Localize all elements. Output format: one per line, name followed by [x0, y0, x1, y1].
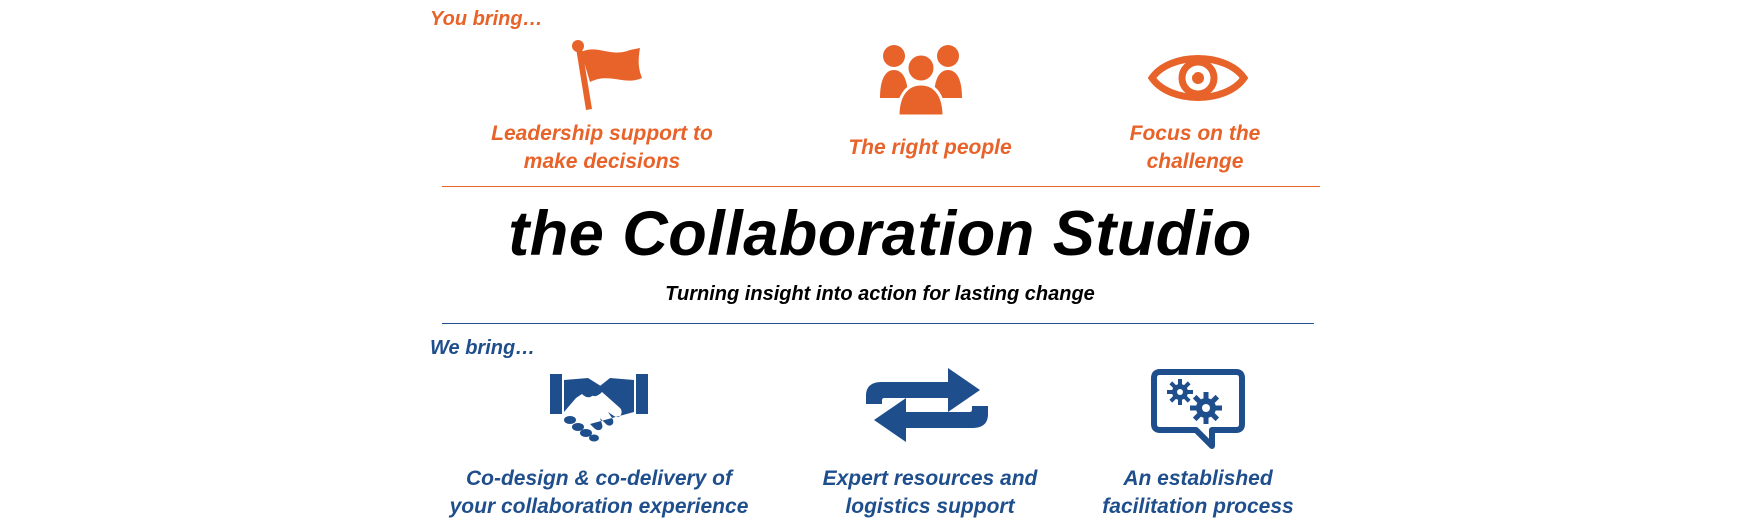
- divider-top: [442, 186, 1320, 187]
- flag-icon: [568, 38, 644, 112]
- we-bring-item-codesign: Co-design & co-delivery of your collabor…: [449, 467, 749, 518]
- you-bring-item-people: The right people: [848, 136, 1012, 159]
- page-title: the Collaboration Studio: [508, 199, 1252, 269]
- we-bring-label: We bring…: [430, 337, 536, 359]
- you-bring-item-leadership: Leadership support to make decisions: [491, 122, 713, 173]
- handshake-icon: [548, 372, 650, 444]
- eye-icon: [1148, 48, 1248, 108]
- we-bring-item-resources: Expert resources and logistics support: [822, 467, 1038, 518]
- exchange-arrows-icon: [862, 364, 992, 446]
- divider-bottom: [442, 323, 1314, 324]
- people-group-icon: [878, 42, 964, 116]
- you-bring-item-focus: Focus on the challenge: [1129, 122, 1261, 173]
- gears-speech-bubble-icon: [1150, 368, 1246, 450]
- we-bring-item-process: An established facilitation process: [1102, 467, 1294, 518]
- tagline: Turning insight into action for lasting …: [665, 283, 1095, 305]
- you-bring-label: You bring…: [430, 8, 543, 30]
